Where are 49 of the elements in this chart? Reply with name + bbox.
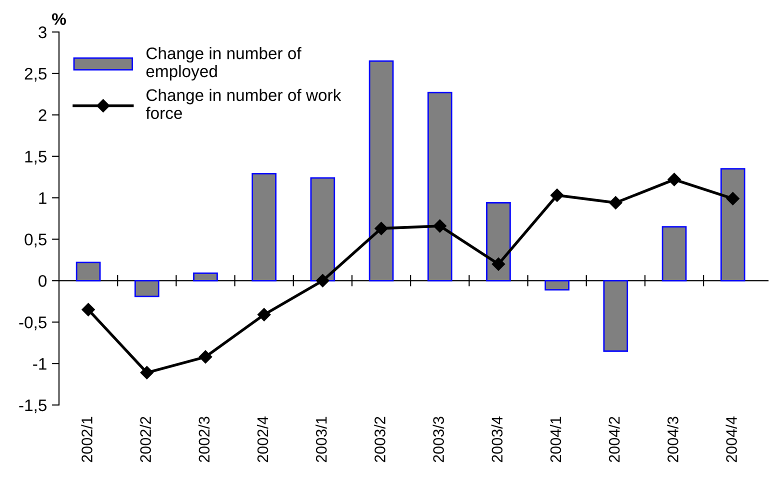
x-tick-label: 2003/2 [374, 416, 386, 462]
legend-label: Change in number of employed [146, 47, 302, 80]
bar [252, 173, 276, 282]
x-tick-label: 2003/4 [491, 416, 503, 462]
point [374, 222, 388, 236]
point [726, 192, 740, 206]
bar [662, 226, 687, 282]
x-tick-label: 2002/2 [140, 416, 151, 462]
y-tick-label: -1 [33, 358, 46, 370]
point [82, 303, 95, 316]
bar [310, 177, 336, 282]
x-tick-label: 2004/1 [550, 416, 562, 462]
point [257, 308, 271, 322]
x-tick-label: 2004/4 [726, 416, 737, 462]
x-tick-label: 2002/3 [198, 416, 210, 462]
bar [193, 272, 218, 282]
y-tick-label: 1,5 [25, 150, 46, 165]
bar [544, 280, 570, 290]
point [492, 258, 506, 271]
x-tick-label: 2004/2 [608, 416, 620, 462]
point [609, 196, 622, 210]
bar [76, 262, 101, 282]
legend-label: Change in number of work force [146, 88, 342, 120]
point [668, 172, 681, 186]
y-tick-label: 1 [39, 192, 46, 204]
y-tick-label: 2 [38, 109, 46, 121]
point [198, 350, 212, 364]
y-tick-label: 3 [38, 26, 46, 38]
y-tick-label: 0,5 [24, 234, 46, 248]
bar [427, 92, 452, 282]
x-tick-label: 2002/1 [81, 416, 92, 462]
point [433, 219, 446, 233]
bar [134, 280, 160, 298]
y-axis-title: % [52, 13, 66, 25]
x-tick-label: 2003/3 [432, 416, 444, 462]
bar [720, 168, 746, 282]
bar [486, 202, 511, 282]
x-tick-label: 2004/3 [667, 416, 678, 462]
y-tick-label: 2,5 [24, 68, 46, 82]
y-tick-label: 0 [38, 275, 47, 287]
y-tick-label: -1,5 [19, 400, 46, 414]
point [316, 274, 330, 288]
x-tick-label: 2002/4 [256, 416, 268, 462]
point [550, 188, 564, 202]
point [140, 366, 154, 380]
x-tick-label: 2003/1 [316, 416, 327, 462]
bar [603, 280, 628, 352]
bar [368, 60, 394, 282]
y-tick-label: -0,5 [19, 316, 46, 330]
